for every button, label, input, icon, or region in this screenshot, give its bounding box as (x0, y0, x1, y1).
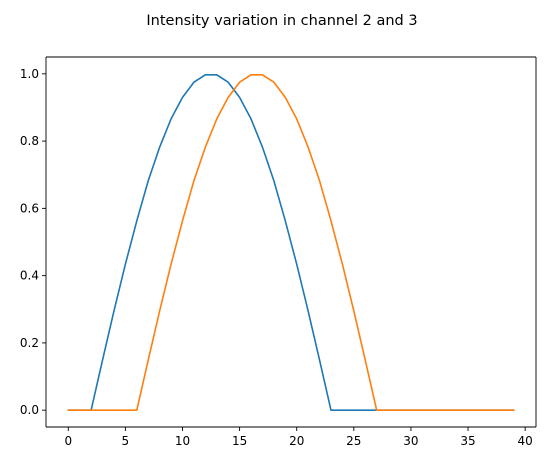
x-tick-label: 10 (175, 434, 190, 448)
x-tick-label: 25 (346, 434, 361, 448)
x-tick-label: 0 (64, 434, 72, 448)
chart-title: Intensity variation in channel 2 and 3 (146, 13, 417, 29)
y-tick-label: 0.4 (20, 269, 39, 283)
series-line-2 (67, 74, 515, 411)
y-tick-label: 0.8 (20, 134, 39, 148)
y-tick-label: 0.2 (20, 336, 39, 350)
series-layer (67, 74, 515, 411)
x-tick-label: 35 (460, 434, 475, 448)
x-tick-label: 20 (289, 434, 304, 448)
x-axis-ticks: 0 5 10 15 20 25 30 35 40 (64, 427, 533, 448)
y-axis-ticks: 0.0 0.2 0.4 0.6 0.8 1.0 (20, 67, 46, 417)
x-tick-label: 40 (518, 434, 533, 448)
y-tick-label: 1.0 (20, 67, 39, 81)
y-tick-label: 0.0 (20, 403, 39, 417)
x-tick-label: 5 (122, 434, 130, 448)
y-tick-label: 0.6 (20, 201, 39, 215)
axes-frame (45, 56, 537, 428)
x-tick-label: 15 (232, 434, 247, 448)
x-tick-label: 30 (403, 434, 418, 448)
